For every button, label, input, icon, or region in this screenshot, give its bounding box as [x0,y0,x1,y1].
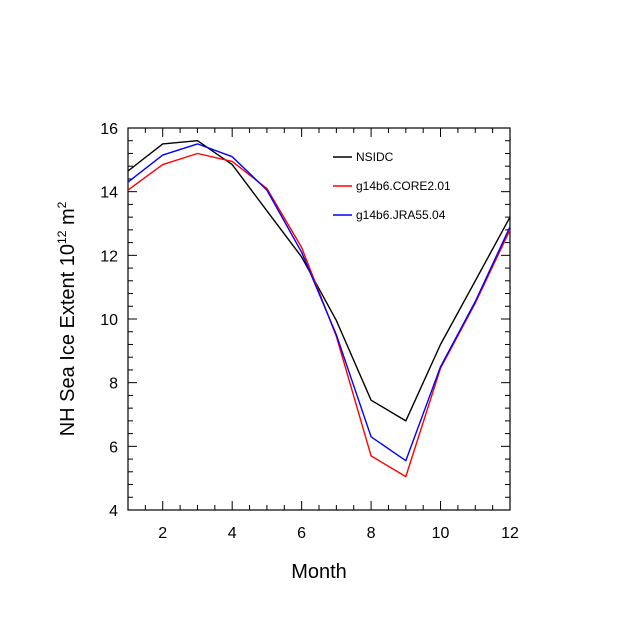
legend-label-3: g14b6.JRA55.04 [356,208,446,222]
axis-ticks [127,127,511,511]
y-tick-label: 16 [100,121,118,138]
y-tick-label: 14 [100,185,118,202]
legend: NSIDC g14b6.CORE2.01 g14b6.JRA55.04 [333,150,451,222]
y-axis-title-main: NH Sea Ice Extent 10 [57,244,79,436]
y-axis-title: NH Sea Ice Extent 1012 m2 [55,201,79,436]
x-axis-title: Month [291,561,347,583]
y-axis-title-exponent-1: 12 [55,230,69,244]
x-tick-label: 12 [501,525,519,542]
series-line-1 [127,139,511,422]
y-axis-title-unit: m [57,208,79,230]
y-tick-label: 6 [109,439,118,456]
axis-tick-labels: 2 4 6 8 10 12 4 6 8 10 12 14 16 [100,121,519,542]
legend-label-1: NSIDC [356,150,394,164]
x-tick-label: 8 [367,525,376,542]
plot-frame [127,127,511,511]
series-lines [127,139,511,478]
y-tick-label: 12 [100,248,118,265]
series-line-3 [127,143,511,462]
y-tick-label: 4 [109,503,118,520]
x-tick-label: 4 [228,525,237,542]
x-tick-label: 10 [432,525,450,542]
series-line-2 [127,152,511,478]
x-tick-label: 6 [297,525,306,542]
y-axis-title-exponent-2: 2 [55,201,69,208]
legend-label-2: g14b6.CORE2.01 [356,179,451,193]
y-tick-label: 8 [109,376,118,393]
x-tick-label: 2 [158,525,167,542]
y-tick-label: 10 [100,312,118,329]
